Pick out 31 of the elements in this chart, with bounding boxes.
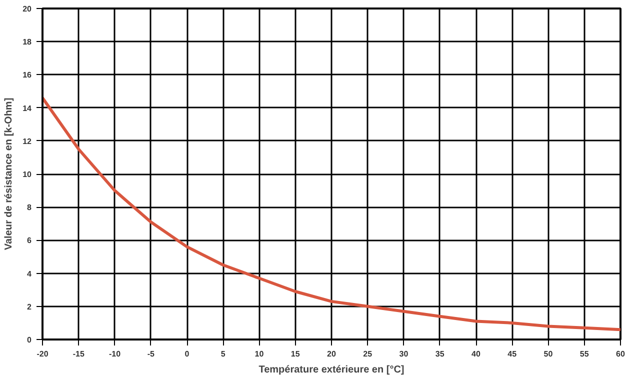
- y-tick-label: 4: [27, 269, 32, 278]
- x-tick-label: 25: [363, 350, 373, 358]
- y-tick-label: 12: [22, 136, 32, 146]
- x-tick-label: -20: [36, 350, 49, 358]
- x-tick-label: 35: [435, 350, 445, 358]
- y-tick-label: 10: [22, 170, 32, 179]
- x-tick-label: -5: [147, 350, 155, 358]
- x-tick-label: 0: [184, 350, 190, 358]
- y-tick-label: 18: [22, 38, 32, 47]
- x-tick-label: 10: [254, 350, 264, 358]
- x-tick-label: 50: [544, 350, 554, 358]
- y-axis-title: Valeur de résistance en [k-Ohm]: [4, 98, 15, 250]
- x-tick-label: 30: [399, 350, 409, 358]
- x-tick-label: 60: [616, 350, 626, 358]
- x-tick-label: 45: [508, 350, 518, 358]
- x-tick-label: 20: [327, 350, 336, 358]
- y-tick-label: 20: [22, 4, 32, 14]
- y-tick-label: 16: [22, 70, 32, 80]
- x-tick-label: 55: [580, 350, 590, 358]
- x-tick-label: 15: [290, 350, 300, 358]
- y-tick-label: 14: [22, 104, 32, 113]
- x-tick-label: -15: [72, 350, 85, 358]
- x-tick-label: 5: [220, 350, 226, 358]
- y-tick-label: 6: [27, 236, 32, 246]
- x-axis-title: Température extérieure en [°C]: [258, 364, 404, 376]
- y-tick-label: 2: [27, 302, 32, 312]
- x-tick-label: 40: [472, 350, 481, 358]
- x-tick-label: -10: [108, 350, 122, 358]
- y-tick-label: 0: [27, 336, 32, 344]
- line-series: [42, 96, 620, 332]
- y-tick-label: 8: [27, 203, 32, 212]
